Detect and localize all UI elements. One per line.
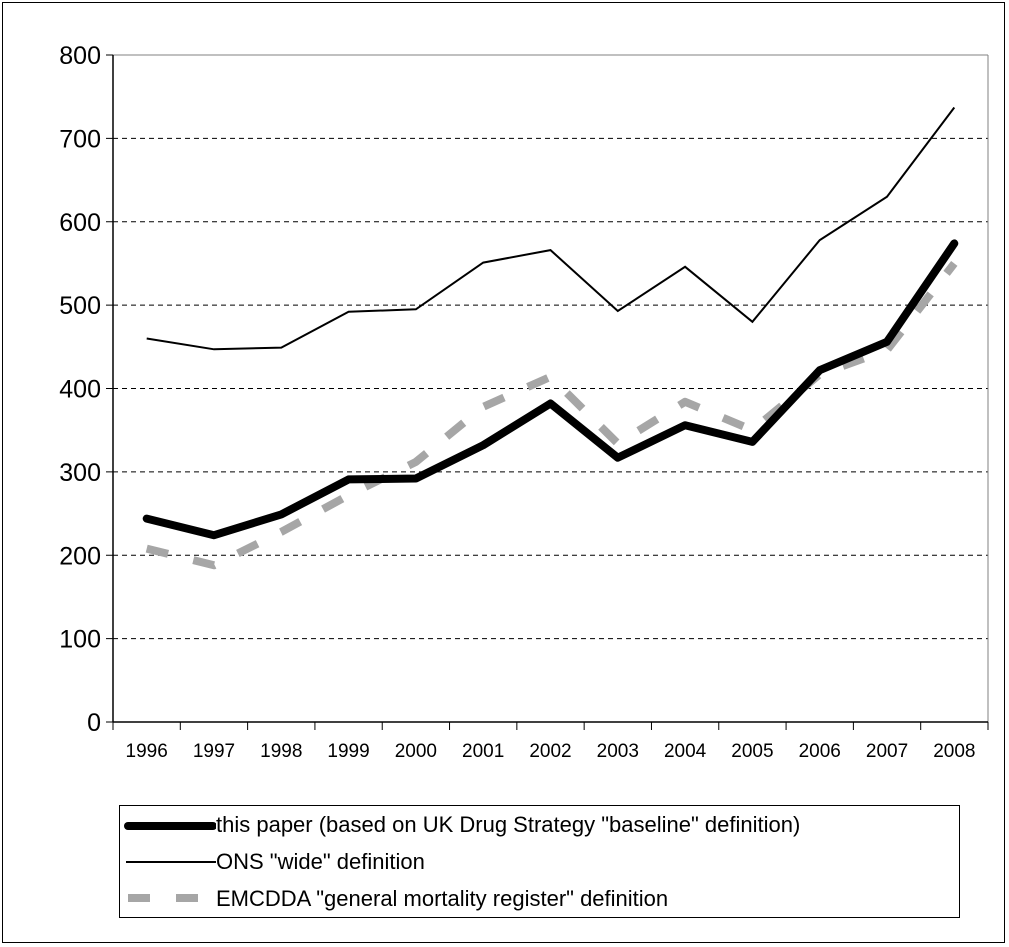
- axes: [112, 54, 989, 723]
- y-tick-label: 100: [59, 626, 101, 654]
- x-tick-label: 1999: [327, 741, 369, 762]
- y-tick-label: 500: [59, 292, 101, 320]
- legend-item-3: EMCDDA "general mortality register" defi…: [120, 880, 959, 917]
- legend-swatch-dashed-line: [120, 880, 216, 917]
- x-tick-label: 2003: [597, 741, 639, 762]
- y-tick-label: 800: [59, 42, 101, 70]
- legend-swatch-thick-line: [120, 806, 216, 843]
- series-lines: [142, 106, 959, 570]
- legend-swatch-thin-line: [120, 843, 216, 880]
- y-tick-label: 400: [59, 376, 101, 404]
- y-tick-label: 200: [59, 542, 101, 570]
- x-tick-label: 1998: [260, 741, 302, 762]
- legend-item-2: ONS "wide" definition: [120, 843, 959, 880]
- x-tick-label: 2005: [731, 741, 773, 762]
- y-tick-label: 600: [59, 209, 101, 237]
- legend: this paper (based on UK Drug Strategy "b…: [119, 805, 960, 918]
- x-tick-label: 2008: [933, 741, 975, 762]
- y-axis-ticks: 0 100 200 300 400 500 600 700 800: [59, 42, 113, 737]
- x-tick-label: 2000: [395, 741, 437, 762]
- x-tick-label: 1997: [193, 741, 235, 762]
- x-tick-label: 2002: [529, 741, 571, 762]
- y-tick-label: 300: [59, 459, 101, 487]
- series-line-3: [145, 260, 958, 570]
- series-line-2: [146, 106, 956, 351]
- series-line-1: [142, 239, 959, 540]
- x-tick-label: 2007: [866, 741, 908, 762]
- legend-label: this paper (based on UK Drug Strategy "b…: [216, 811, 801, 837]
- x-tick-label: 2004: [664, 741, 707, 762]
- x-tick-label: 2001: [462, 741, 504, 762]
- x-axis-ticks: 1996 1997 1998 1999 2000 2001 2002 2003 2004 2005…: [112, 722, 989, 762]
- x-tick-label: 1996: [126, 741, 168, 762]
- legend-item-1: this paper (based on UK Drug Strategy "b…: [120, 806, 959, 843]
- legend-label: EMCDDA "general mortality register" defi…: [216, 885, 669, 911]
- y-tick-label: 0: [87, 709, 101, 737]
- x-tick-label: 2006: [799, 741, 841, 762]
- y-tick-label: 700: [59, 125, 101, 153]
- legend-label: ONS "wide" definition: [216, 848, 425, 874]
